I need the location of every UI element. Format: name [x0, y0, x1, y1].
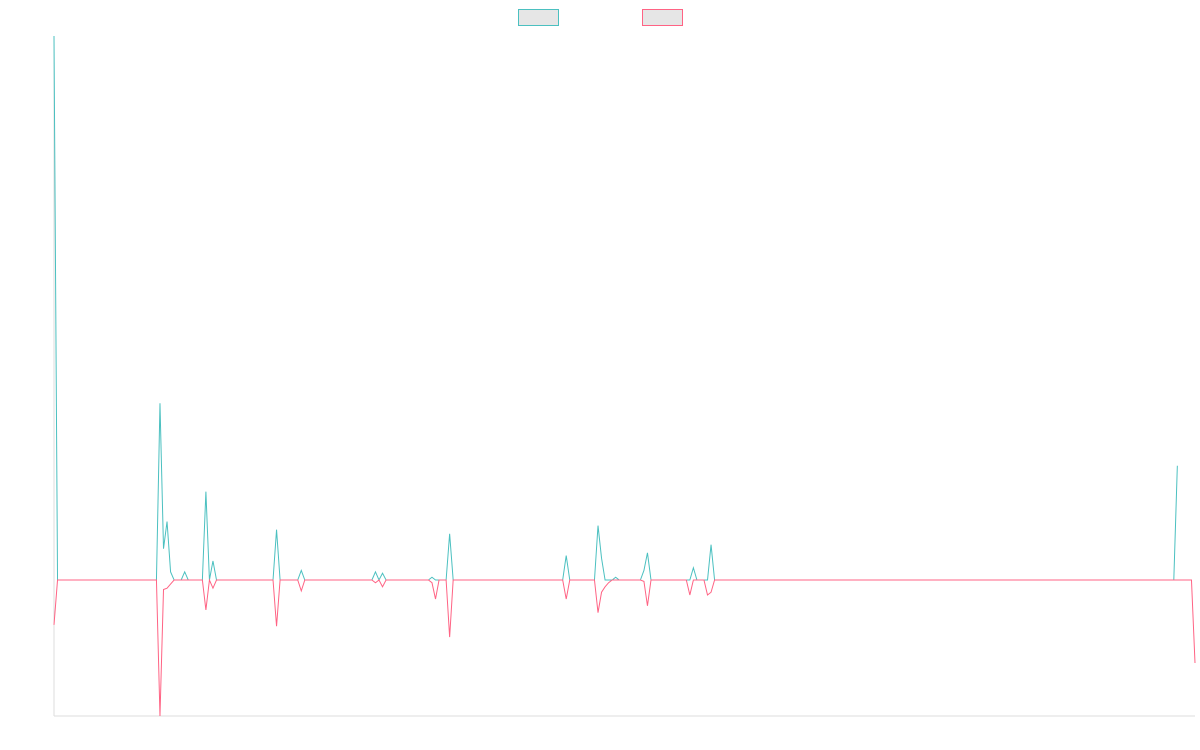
legend-item-1[interactable] [518, 9, 559, 26]
legend[interactable] [518, 9, 683, 26]
legend-item-2[interactable] [642, 9, 683, 26]
legend-swatch-2[interactable] [642, 9, 683, 26]
series-line-1 [53, 35, 1178, 582]
series-group [53, 35, 1196, 717]
axes [53, 36, 1195, 717]
series-line-2 [53, 578, 1196, 717]
legend-swatch-1[interactable] [518, 9, 559, 26]
